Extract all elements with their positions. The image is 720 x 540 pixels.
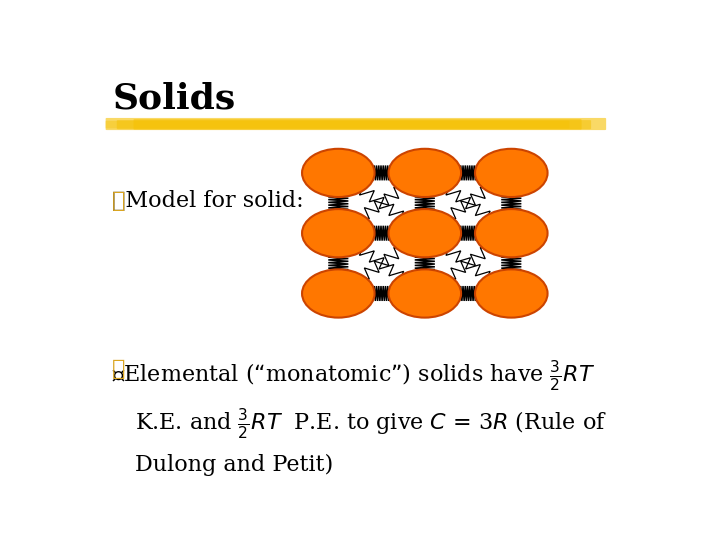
- Text: ✸Elemental (“monatomic”) solids have $\frac{3}{2}$$\mathit{RT}$: ✸Elemental (“monatomic”) solids have $\f…: [112, 358, 595, 393]
- FancyBboxPatch shape: [106, 118, 606, 130]
- Ellipse shape: [475, 209, 548, 258]
- Text: ✸Model for solid:: ✸Model for solid:: [112, 190, 304, 212]
- FancyBboxPatch shape: [117, 120, 591, 129]
- Ellipse shape: [389, 269, 461, 318]
- Text: ✸: ✸: [112, 190, 126, 212]
- Text: Dulong and Petit): Dulong and Petit): [135, 454, 333, 476]
- FancyBboxPatch shape: [133, 119, 582, 130]
- Ellipse shape: [302, 149, 374, 197]
- Ellipse shape: [475, 149, 548, 197]
- Ellipse shape: [389, 149, 461, 197]
- FancyBboxPatch shape: [106, 121, 570, 129]
- Ellipse shape: [475, 269, 548, 318]
- Text: ✸: ✸: [112, 358, 126, 380]
- Text: K.E. and $\frac{3}{2}$$\mathit{RT}$  P.E. to give $\mathit{C}$ = 3$\mathit{R}$ (: K.E. and $\frac{3}{2}$$\mathit{RT}$ P.E.…: [135, 406, 606, 441]
- Ellipse shape: [389, 209, 461, 258]
- Ellipse shape: [302, 269, 374, 318]
- Ellipse shape: [302, 209, 374, 258]
- Text: Solids: Solids: [112, 82, 235, 116]
